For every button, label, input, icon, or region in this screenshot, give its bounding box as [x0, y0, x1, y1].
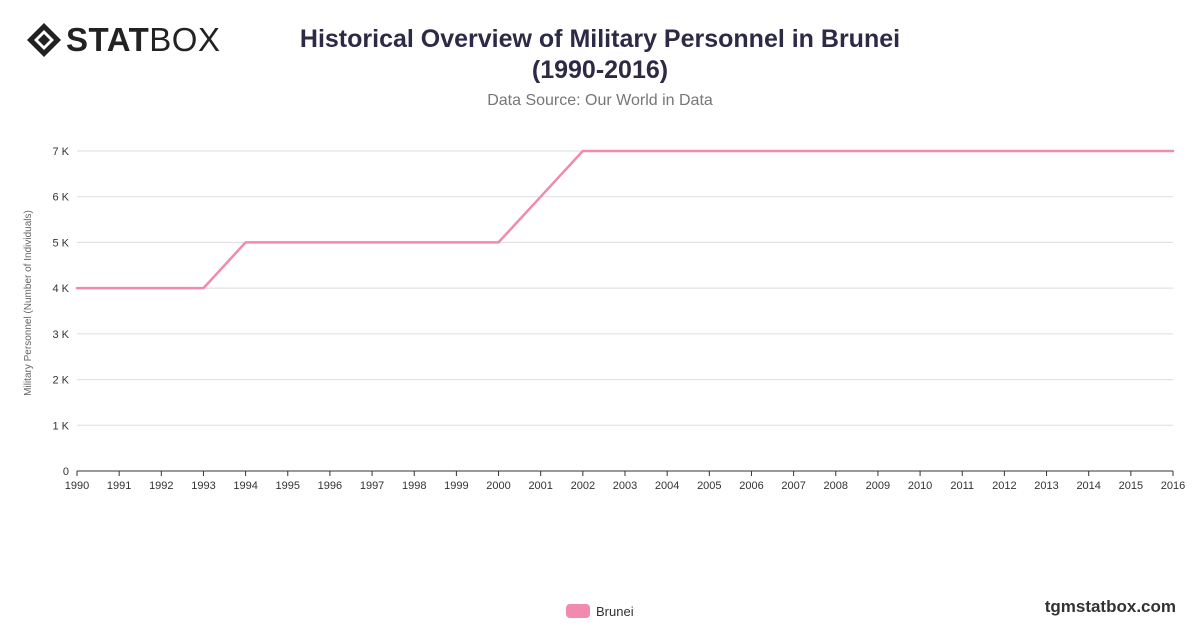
series-line-brunei: [75, 149, 1175, 290]
x-tick-label-2013: 2013: [1034, 480, 1058, 492]
x-tick-label-2008: 2008: [824, 480, 848, 492]
x-tick-label-2007: 2007: [781, 480, 805, 492]
x-tick-label-1991: 1991: [107, 480, 131, 492]
site-credit: tgmstatbox.com: [1044, 597, 1176, 616]
y-tick-label-3000: 3 K: [52, 329, 69, 341]
legend-label-brunei: Brunei: [596, 603, 634, 619]
x-tick-label-2002: 2002: [571, 480, 595, 492]
chart-title-line-1: Historical Overview of Military Personne…: [299, 25, 901, 53]
x-tick-label-1990: 1990: [65, 480, 89, 492]
legend-swatch-brunei: [566, 604, 590, 618]
y-tick-label-4000: 4 K: [52, 283, 69, 295]
y-tick-label-2000: 2 K: [52, 375, 69, 387]
y-tick-label-7000: 7 K: [52, 146, 69, 158]
x-tick-label-2010: 2010: [908, 480, 932, 492]
chart-title: Historical Overview of Military Personne…: [250, 24, 950, 86]
logo-text: STATBOX: [66, 22, 220, 58]
x-tick-label-2003: 2003: [613, 480, 637, 492]
x-tick-label-2012: 2012: [992, 480, 1016, 492]
x-tick-label-2009: 2009: [866, 480, 890, 492]
chart-subtitle: Data Source: Our World in Data: [487, 92, 713, 109]
x-tick-label-1998: 1998: [402, 480, 426, 492]
y-tick-label-5000: 5 K: [52, 237, 69, 249]
legend[interactable]: Brunei: [566, 602, 634, 620]
x-tick-label-2004: 2004: [655, 480, 679, 492]
x-tick-label-1992: 1992: [149, 480, 173, 492]
x-tick-label-2006: 2006: [739, 480, 763, 492]
statbox-logo: STATBOX: [26, 22, 220, 58]
y-tick-label-6000: 6 K: [52, 192, 69, 204]
x-tick-label-1997: 1997: [360, 480, 384, 492]
x-tick-label-2014: 2014: [1076, 480, 1100, 492]
y-tick-label-1000: 1 K: [52, 420, 69, 432]
x-tick-label-2001: 2001: [528, 480, 552, 492]
chart-title-line-2: (1990-2016): [531, 56, 669, 84]
x-tick-label-2011: 2011: [950, 480, 974, 492]
x-tick-label-1995: 1995: [276, 480, 300, 492]
statbox-logo-icon: [27, 23, 61, 57]
logo-text-light: BOX: [149, 21, 221, 58]
x-tick-label-1999: 1999: [444, 480, 468, 492]
logo-text-bold: STAT: [66, 21, 150, 58]
x-tick-label-2005: 2005: [697, 480, 721, 492]
x-tick-label-1996: 1996: [318, 480, 342, 492]
x-tick-label-1994: 1994: [233, 480, 257, 492]
x-tick-label-2015: 2015: [1119, 480, 1143, 492]
x-tick-label-2016: 2016: [1161, 480, 1185, 492]
x-tick-label-2000: 2000: [486, 480, 510, 492]
x-tick-label-1993: 1993: [191, 480, 215, 492]
y-axis-label: Military Personnel (Number of Individual…: [23, 210, 34, 396]
y-tick-label-0: 0: [63, 466, 69, 478]
